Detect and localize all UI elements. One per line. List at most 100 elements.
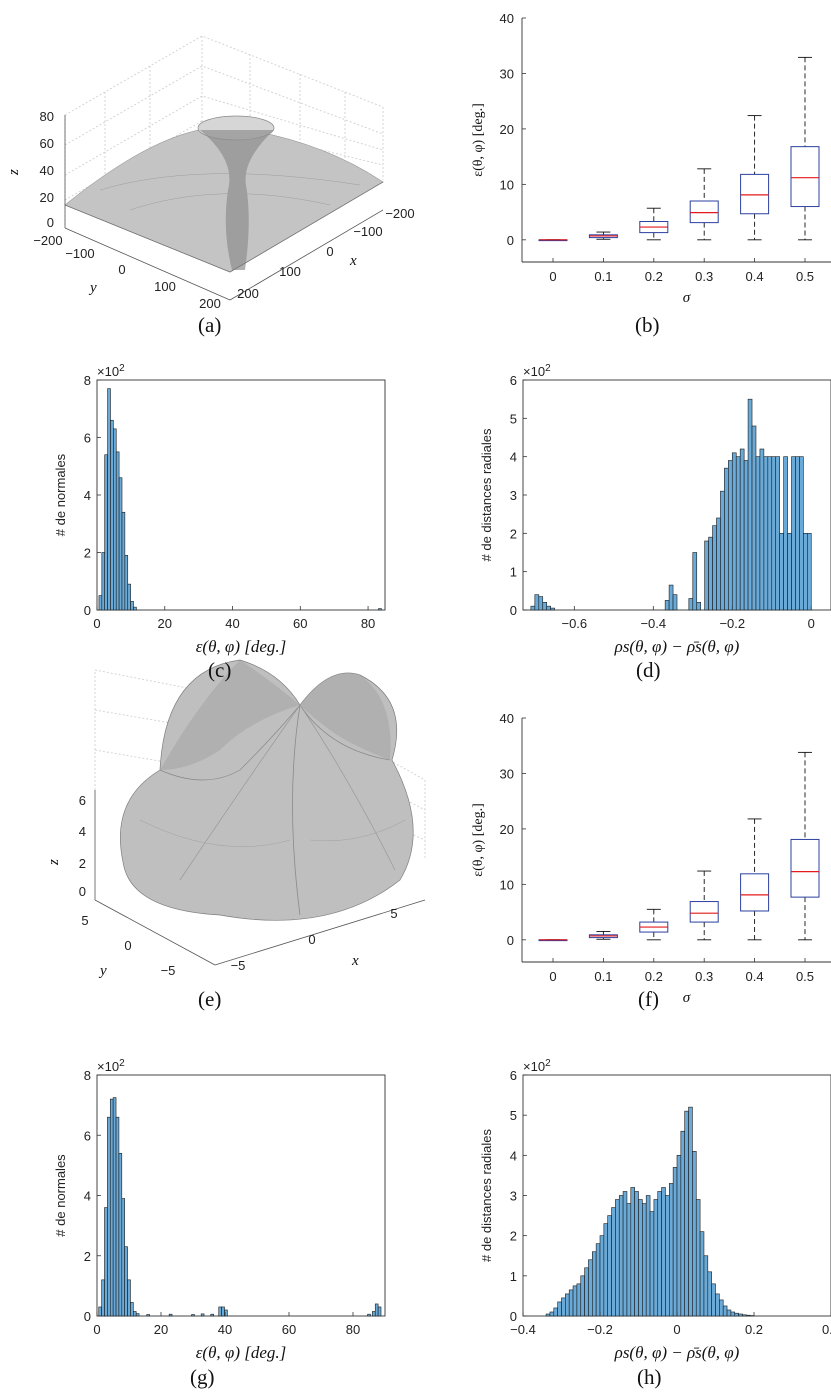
f-ytick-label: 40	[500, 711, 514, 726]
d-bar	[716, 517, 721, 611]
g-bar	[98, 1306, 102, 1317]
g-xtick-label: 60	[282, 1322, 296, 1337]
h-multiplier: ×102	[523, 1058, 551, 1074]
d-multiplier: ×102	[523, 363, 551, 379]
d-bar	[751, 425, 757, 611]
h-bar	[568, 1289, 574, 1317]
d-xtick-label: −0.4	[640, 616, 666, 631]
panel-a-ztick: 20	[40, 190, 54, 205]
h-bar	[734, 1312, 739, 1317]
h-bar	[622, 1191, 628, 1317]
d-bar	[731, 452, 737, 611]
h-bar	[576, 1283, 582, 1317]
c-multiplier-exponent: 2	[119, 363, 125, 374]
h-bar	[642, 1203, 647, 1317]
g-ylabel: # de normales	[53, 1154, 68, 1237]
h-bar	[634, 1191, 639, 1317]
panel-a-caption: (a)	[198, 313, 221, 337]
panel-g-caption: (g)	[190, 1365, 215, 1389]
d-bar	[720, 490, 725, 611]
h-bar	[745, 1314, 751, 1317]
h-bar	[680, 1130, 685, 1317]
g-bar	[372, 1311, 376, 1317]
f-ylabel: ε(θ, φ) [deg.]	[471, 803, 486, 877]
c-bar	[104, 454, 108, 611]
panel-e-ylabel: y	[98, 963, 107, 979]
h-bar	[595, 1243, 601, 1317]
b-xtick-label: 0.4	[746, 269, 764, 284]
g-bar	[200, 1313, 205, 1317]
d-bar	[787, 533, 792, 611]
c-xtick-label: 60	[293, 616, 307, 631]
b-box	[689, 200, 719, 224]
c-ytick-label: 4	[84, 488, 91, 503]
g-bar	[191, 1314, 195, 1317]
g-xtick-label: 40	[218, 1322, 232, 1337]
h-ylabel: # de distances radiales	[479, 1129, 494, 1262]
b-xtick-label: 0.3	[695, 269, 713, 284]
d-bar	[696, 602, 701, 611]
d-xtick-label: −0.6	[561, 616, 587, 631]
d-bar	[779, 533, 784, 611]
c-multiplier: ×102	[97, 363, 125, 379]
d-bar	[712, 525, 717, 611]
h-bar	[561, 1297, 566, 1317]
h-bar	[722, 1305, 728, 1317]
c-bar	[115, 451, 120, 611]
panel-a-xtick: −100	[353, 224, 382, 239]
panel-b: 0 10 20 30 40 0 0.1 0.2 0.3 0.4 0.5 σ ε(θ, φ) [deg.]	[471, 11, 831, 306]
panel-a: 80 60 40 20 0 z −200 −100 0 100 200 y −2…	[6, 35, 415, 337]
b-box	[790, 146, 820, 208]
d-bar	[534, 594, 540, 611]
d-bar	[799, 456, 804, 611]
h-bar	[715, 1293, 720, 1317]
d-bar	[692, 552, 698, 611]
c-xtick-label: 40	[225, 616, 239, 631]
d-ytick-label: 6	[510, 373, 517, 388]
f-xtick-label: 0	[549, 969, 556, 984]
h-bar	[692, 1151, 697, 1317]
g-bar	[210, 1313, 214, 1317]
h-xtick-label: 0.4	[822, 1322, 831, 1337]
h-xlabel: ρs(θ, φ) − ρ̄s(θ, φ)	[614, 1343, 740, 1362]
c-bar	[133, 606, 137, 611]
d-bar	[668, 584, 674, 611]
d-bar	[739, 448, 745, 611]
b-xtick-label: 0.1	[594, 269, 612, 284]
d-xtick-label: −0.2	[719, 616, 745, 631]
h-ytick-label: 1	[510, 1269, 517, 1284]
c-ytick-label: 6	[84, 431, 91, 446]
panel-e-ztick: 4	[79, 824, 86, 839]
h-bar	[726, 1309, 732, 1317]
panel-e-ztick: 6	[79, 793, 86, 808]
d-bar	[550, 607, 555, 611]
h-bar	[719, 1299, 724, 1317]
h-bar	[742, 1314, 747, 1317]
panel-e-ytick: 5	[81, 913, 88, 928]
d-bar	[795, 456, 800, 611]
g-bar	[130, 1302, 134, 1317]
b-xtick-label: 0	[549, 269, 556, 284]
h-bar	[565, 1293, 570, 1317]
f-box	[740, 873, 770, 912]
g-ytick-label: 8	[84, 1068, 91, 1083]
panel-e-xtick: 5	[390, 906, 397, 921]
panel-d-caption: (d)	[636, 658, 661, 682]
d-bar	[530, 605, 536, 611]
h-bar	[626, 1203, 632, 1317]
c-xlabel: ε(θ, φ) [deg.]	[196, 637, 287, 656]
panel-f-caption: (f)	[638, 987, 659, 1011]
h-bar	[645, 1195, 651, 1317]
h-bar	[584, 1267, 589, 1317]
h-bar	[699, 1231, 705, 1317]
d-bar	[735, 456, 741, 611]
h-bar	[684, 1110, 689, 1317]
h-bar	[557, 1301, 562, 1317]
h-bar	[591, 1251, 597, 1317]
c-bar	[121, 511, 126, 611]
h-bar	[707, 1271, 712, 1317]
panel-e-caption: (e)	[198, 987, 221, 1011]
h-bar	[618, 1195, 624, 1317]
panel-e-xtick: 0	[308, 932, 315, 947]
